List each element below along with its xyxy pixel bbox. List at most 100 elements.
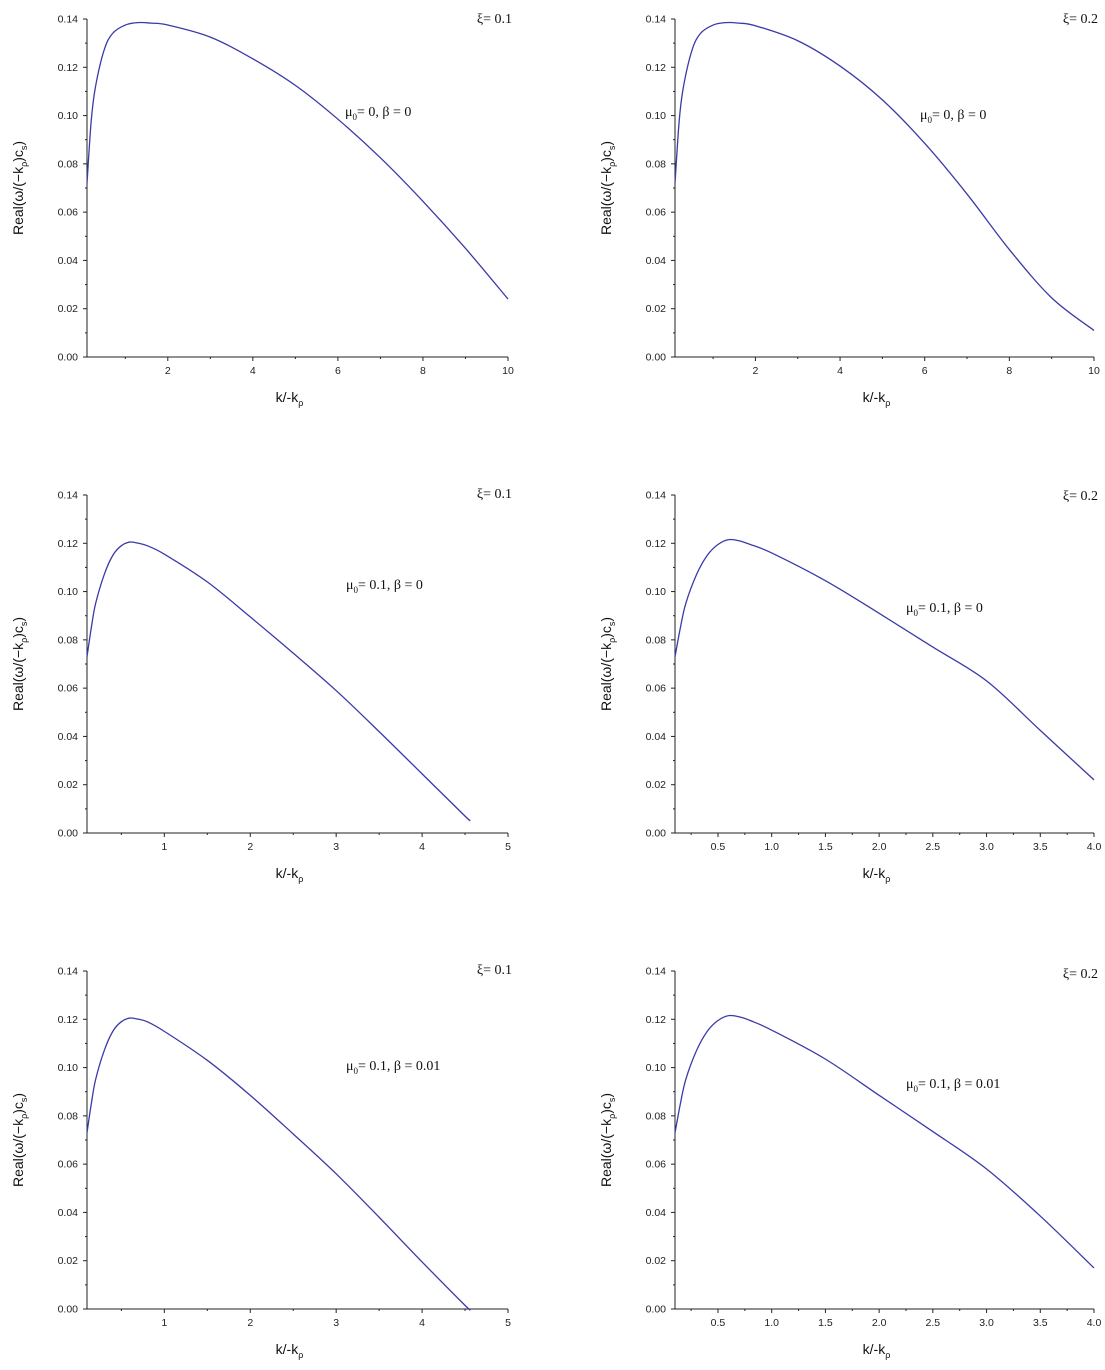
y-tick-label: 0.08 xyxy=(58,634,79,646)
x-tick-label: 1.5 xyxy=(818,1317,833,1329)
y-tick-label: 0.00 xyxy=(58,352,79,364)
x-tick-label: 5 xyxy=(505,841,511,853)
y-tick-label: 0.00 xyxy=(58,828,79,840)
y-tick-label: 0.14 xyxy=(646,14,667,26)
y-tick-label: 0.04 xyxy=(646,255,667,267)
y-tick-label: 0.08 xyxy=(58,1110,79,1122)
y-tick-label: 0.10 xyxy=(58,1062,79,1074)
chart-panel-1: 0.00 0.02 0.04 0.06 0.08 0.10 0.12 0.14 2 4 6 8 10 k/… xyxy=(10,12,514,408)
x-axis-title: k/-kρ xyxy=(863,865,891,884)
y-tick-label: 0.12 xyxy=(58,62,79,74)
parameter-label: μ0= 0, β = 0 xyxy=(345,105,411,122)
y-tick-label: 0.08 xyxy=(646,1110,667,1122)
y-axis-title: Real(ω/(−kρ)cs) xyxy=(598,141,617,235)
x-tick-label: 2.5 xyxy=(926,841,941,853)
x-tick-label: 2.5 xyxy=(926,1317,941,1329)
y-tick-label: 0.12 xyxy=(646,538,667,550)
y-axis-title: Real(ω/(−kρ)cs) xyxy=(10,617,29,711)
parameter-label: μ0= 0.1, β = 0.01 xyxy=(906,1077,1000,1094)
y-tick-label: 0.06 xyxy=(646,683,667,695)
y-tick-label: 0.00 xyxy=(646,1304,667,1316)
series-line xyxy=(674,538,1095,781)
series-line xyxy=(86,21,509,300)
y-tick-label: 0.12 xyxy=(646,62,667,74)
chart-panel-4: 0.00 0.02 0.04 0.06 0.08 0.10 0.12 0.14 0.5 1.0 1.… xyxy=(598,489,1101,884)
x-tick-label: 4 xyxy=(419,841,425,853)
x-tick-label: 6 xyxy=(922,365,928,377)
x-tick-label: 2 xyxy=(247,841,253,853)
y-tick-label: 0.10 xyxy=(646,1062,667,1074)
x-axis-title: k/-kρ xyxy=(863,389,891,408)
y-tick-label: 0.02 xyxy=(646,1255,667,1267)
x-tick-label: 8 xyxy=(420,365,426,377)
y-tick-label: 0.00 xyxy=(58,1304,79,1316)
x-tick-label: 2.0 xyxy=(872,1317,887,1329)
xi-label: ξ= 0.1 xyxy=(477,12,512,27)
y-tick-label: 0.14 xyxy=(58,966,79,978)
y-tick-label: 0.10 xyxy=(646,110,667,122)
x-tick-label: 3.0 xyxy=(979,1317,994,1329)
y-tick-label: 0.06 xyxy=(58,1159,79,1171)
x-tick-label: 1 xyxy=(161,841,167,853)
y-tick-label: 0.02 xyxy=(646,303,667,315)
x-tick-label: 5 xyxy=(505,1317,511,1329)
x-axis-title: k/-kρ xyxy=(276,1341,304,1360)
series-line xyxy=(674,21,1095,331)
x-axis-title: k/-kρ xyxy=(276,865,304,884)
parameter-label: μ0= 0.1, β = 0 xyxy=(346,578,423,595)
y-tick-label: 0.02 xyxy=(646,779,667,791)
y-tick-label: 0.14 xyxy=(646,490,667,502)
y-tick-label: 0.14 xyxy=(58,14,79,26)
x-tick-label: 10 xyxy=(1088,365,1100,377)
y-axis-title: Real(ω/(−kρ)cs) xyxy=(598,1093,617,1187)
parameter-label: μ0= 0.1, β = 0.01 xyxy=(346,1059,440,1076)
y-tick-label: 0.08 xyxy=(646,634,667,646)
x-tick-label: 3.0 xyxy=(979,841,994,853)
y-tick-label: 0.06 xyxy=(646,207,667,219)
x-tick-label: 0.5 xyxy=(711,841,726,853)
y-tick-label: 0.04 xyxy=(58,1207,79,1219)
series-line xyxy=(86,541,471,822)
x-tick-label: 0.5 xyxy=(711,1317,726,1329)
chart-panel-6: 0.00 0.02 0.04 0.06 0.08 0.10 0.12 0.14 0.5 1.0 1.… xyxy=(598,966,1101,1361)
xi-label: ξ= 0.2 xyxy=(1063,489,1098,504)
y-tick-label: 0.14 xyxy=(646,966,667,978)
x-tick-label: 3 xyxy=(333,1317,339,1329)
y-tick-label: 0.02 xyxy=(58,779,79,791)
y-tick-label: 0.04 xyxy=(646,731,667,743)
y-tick-label: 0.00 xyxy=(646,828,667,840)
x-tick-label: 1.0 xyxy=(764,841,779,853)
x-tick-label: 10 xyxy=(502,365,514,377)
x-tick-label: 2 xyxy=(752,365,758,377)
x-tick-label: 3 xyxy=(333,841,339,853)
y-tick-label: 0.04 xyxy=(58,255,79,267)
chart-panel-5: 0.00 0.02 0.04 0.06 0.08 0.10 0.12 0.14 1 2 3 4 5 k/-… xyxy=(10,963,512,1360)
chart-panel-3: 0.00 0.02 0.04 0.06 0.08 0.10 0.12 0.14 1 2 3 4 5 k/-… xyxy=(10,487,512,884)
x-tick-label: 8 xyxy=(1006,365,1012,377)
x-axis-title: k/-kρ xyxy=(276,389,304,408)
x-axis-title: k/-kρ xyxy=(863,1341,891,1360)
x-tick-label: 3.5 xyxy=(1033,841,1048,853)
x-tick-label: 6 xyxy=(335,365,341,377)
y-tick-label: 0.02 xyxy=(58,303,79,315)
x-tick-label: 4 xyxy=(837,365,843,377)
y-tick-label: 0.06 xyxy=(646,1159,667,1171)
y-tick-label: 0.12 xyxy=(58,538,79,550)
y-axis-title: Real(ω/(−kρ)cs) xyxy=(10,141,29,235)
y-tick-label: 0.08 xyxy=(646,158,667,170)
xi-label: ξ= 0.1 xyxy=(477,487,512,502)
y-tick-label: 0.08 xyxy=(58,158,79,170)
series-line xyxy=(674,1014,1095,1269)
xi-label: ξ= 0.2 xyxy=(1063,967,1098,982)
x-tick-label: 2 xyxy=(247,1317,253,1329)
y-tick-label: 0.06 xyxy=(58,207,79,219)
y-tick-label: 0.14 xyxy=(58,490,79,502)
parameter-label: μ0= 0, β = 0 xyxy=(920,108,986,125)
y-tick-label: 0.12 xyxy=(58,1014,79,1026)
x-tick-label: 1.0 xyxy=(764,1317,779,1329)
x-tick-label: 4 xyxy=(419,1317,425,1329)
x-tick-label: 3.5 xyxy=(1033,1317,1048,1329)
x-tick-label: 2 xyxy=(165,365,171,377)
y-tick-label: 0.02 xyxy=(58,1255,79,1267)
